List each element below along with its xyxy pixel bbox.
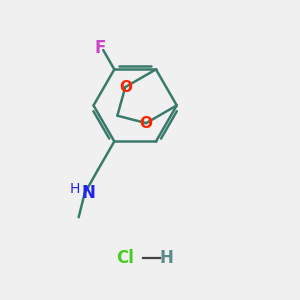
Text: O: O <box>119 80 132 94</box>
Text: O: O <box>140 116 153 130</box>
Text: H: H <box>159 250 173 268</box>
Text: F: F <box>94 39 106 57</box>
Text: H: H <box>70 182 80 196</box>
Text: Cl: Cl <box>116 250 134 268</box>
Text: N: N <box>81 184 95 202</box>
